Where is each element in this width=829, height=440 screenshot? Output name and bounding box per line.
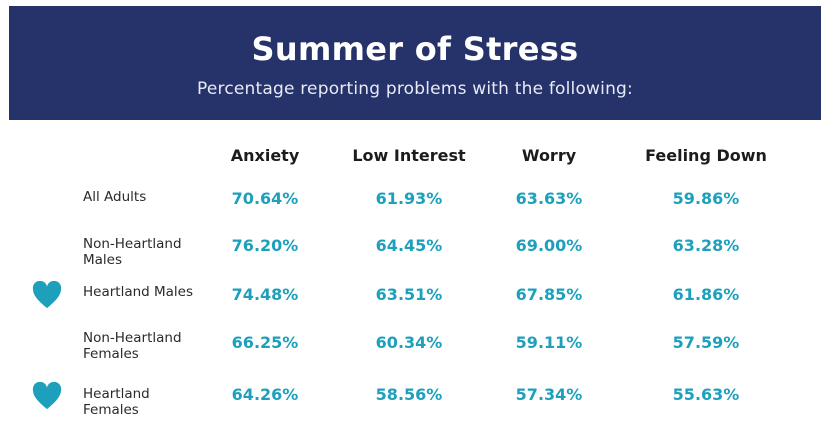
value-cell: 60.34% xyxy=(375,333,443,352)
value-cell: 76.20% xyxy=(231,236,299,255)
value-cell: 59.11% xyxy=(515,333,583,352)
row-label-line: Heartland Males xyxy=(83,284,194,300)
value-cell: 61.93% xyxy=(375,189,443,208)
row-label-line: Males xyxy=(83,252,123,268)
row-label-line: Non-Heartland xyxy=(83,236,182,252)
row-label-line: Females xyxy=(83,346,139,362)
row-label-line: Non-Heartland xyxy=(83,330,182,346)
value-cell: 57.34% xyxy=(515,385,583,404)
column-header: Anxiety xyxy=(230,146,300,165)
value-cell: 61.86% xyxy=(672,285,740,304)
heart-icon xyxy=(32,281,62,309)
column-header: Worry xyxy=(521,146,577,165)
page-title: Summer of Stress xyxy=(251,30,579,68)
value-cell: 57.59% xyxy=(672,333,740,352)
value-cell: 67.85% xyxy=(515,285,583,304)
row-label: Non-Heartland Females xyxy=(83,330,213,362)
value-cell: 63.28% xyxy=(672,236,740,255)
column-header: Feeling Down xyxy=(645,146,767,165)
value-cell: 69.00% xyxy=(515,236,583,255)
row-label: Non-Heartland Males xyxy=(83,236,213,268)
row-label: Heartland Males xyxy=(83,284,213,300)
row-label-line: Heartland xyxy=(83,386,150,402)
column-header: Low Interest xyxy=(352,146,466,165)
page-subtitle: Percentage reporting problems with the f… xyxy=(197,79,633,99)
heart-icon xyxy=(32,382,62,410)
value-cell: 63.51% xyxy=(375,285,443,304)
value-cell: 55.63% xyxy=(672,385,740,404)
value-cell: 58.56% xyxy=(375,385,443,404)
value-cell: 64.26% xyxy=(231,385,299,404)
header-banner: Summer of Stress Percentage reporting pr… xyxy=(9,6,821,120)
value-cell: 66.25% xyxy=(231,333,299,352)
value-cell: 59.86% xyxy=(672,189,740,208)
value-cell: 64.45% xyxy=(375,236,443,255)
value-cell: 74.48% xyxy=(231,285,299,304)
row-label: Heartland Females xyxy=(83,386,213,418)
value-cell: 70.64% xyxy=(231,189,299,208)
row-label-line: All Adults xyxy=(83,189,147,205)
row-label: All Adults xyxy=(83,189,213,205)
row-label-line: Females xyxy=(83,402,139,418)
value-cell: 63.63% xyxy=(515,189,583,208)
